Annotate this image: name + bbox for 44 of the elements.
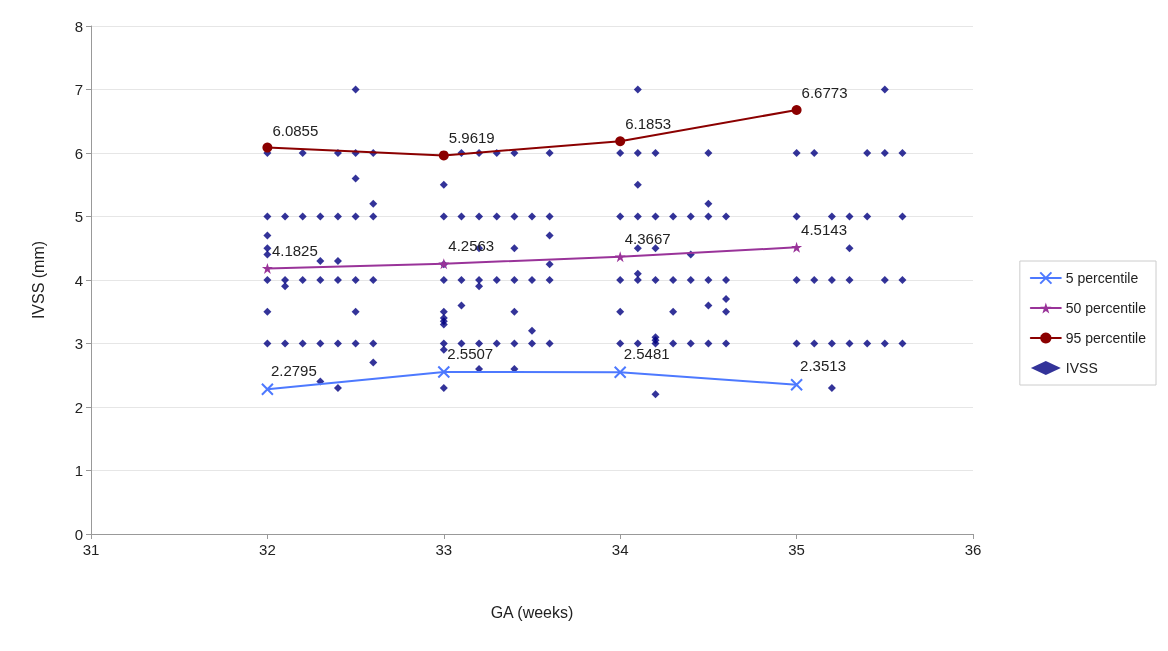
x-tick-label: 31 xyxy=(82,541,100,558)
y-tick-label: 4 xyxy=(74,271,83,289)
point xyxy=(615,136,626,147)
point xyxy=(614,251,626,263)
point xyxy=(438,150,449,161)
point xyxy=(790,378,804,392)
x-tick-label: 34 xyxy=(611,541,629,558)
data-label: 2.3513 xyxy=(800,357,846,375)
data-label: 2.2795 xyxy=(270,361,317,379)
data-label: 5.9619 xyxy=(448,129,495,147)
point xyxy=(791,104,802,115)
point xyxy=(613,365,627,379)
y-axis-title: IVSS (mm) xyxy=(29,240,47,320)
data-label: 6.6773 xyxy=(801,83,848,101)
x-tick-label: 33 xyxy=(435,541,453,558)
data-label: 4.3667 xyxy=(624,230,671,248)
y-tick-label: 5 xyxy=(74,208,83,225)
x-axis-title: GA (weeks) xyxy=(490,603,574,621)
data-label: 4.1825 xyxy=(271,241,318,259)
point xyxy=(791,241,803,253)
legend-label: IVSS xyxy=(1065,360,1098,376)
data-label: 6.1853 xyxy=(625,115,672,133)
y-tick-label: 0 xyxy=(74,525,83,543)
y-tick-label: 3 xyxy=(74,335,83,352)
legend-label: 95 percentile xyxy=(1065,330,1147,346)
point xyxy=(260,382,274,396)
legend-label: 5 percentile xyxy=(1065,270,1139,286)
x-tick-label: 35 xyxy=(788,541,805,558)
data-label: 2.5507 xyxy=(447,344,494,362)
data-label: 6.0855 xyxy=(272,121,319,139)
point xyxy=(261,262,273,274)
x-tick-label: 32 xyxy=(259,541,276,558)
y-tick-label: 7 xyxy=(74,81,83,98)
y-tick-label: 2 xyxy=(74,398,83,416)
point xyxy=(437,365,451,379)
x-tick-label: 36 xyxy=(964,541,982,558)
y-tick-label: 8 xyxy=(74,17,83,35)
y-tick-label: 1 xyxy=(74,462,83,479)
data-label: 4.5143 xyxy=(801,220,847,238)
legend-label: 50 percentile xyxy=(1065,300,1147,316)
y-tick-label: 6 xyxy=(74,144,83,162)
data-label: 2.5481 xyxy=(623,344,670,362)
data-label: 4.2563 xyxy=(448,237,495,255)
point xyxy=(262,142,273,153)
